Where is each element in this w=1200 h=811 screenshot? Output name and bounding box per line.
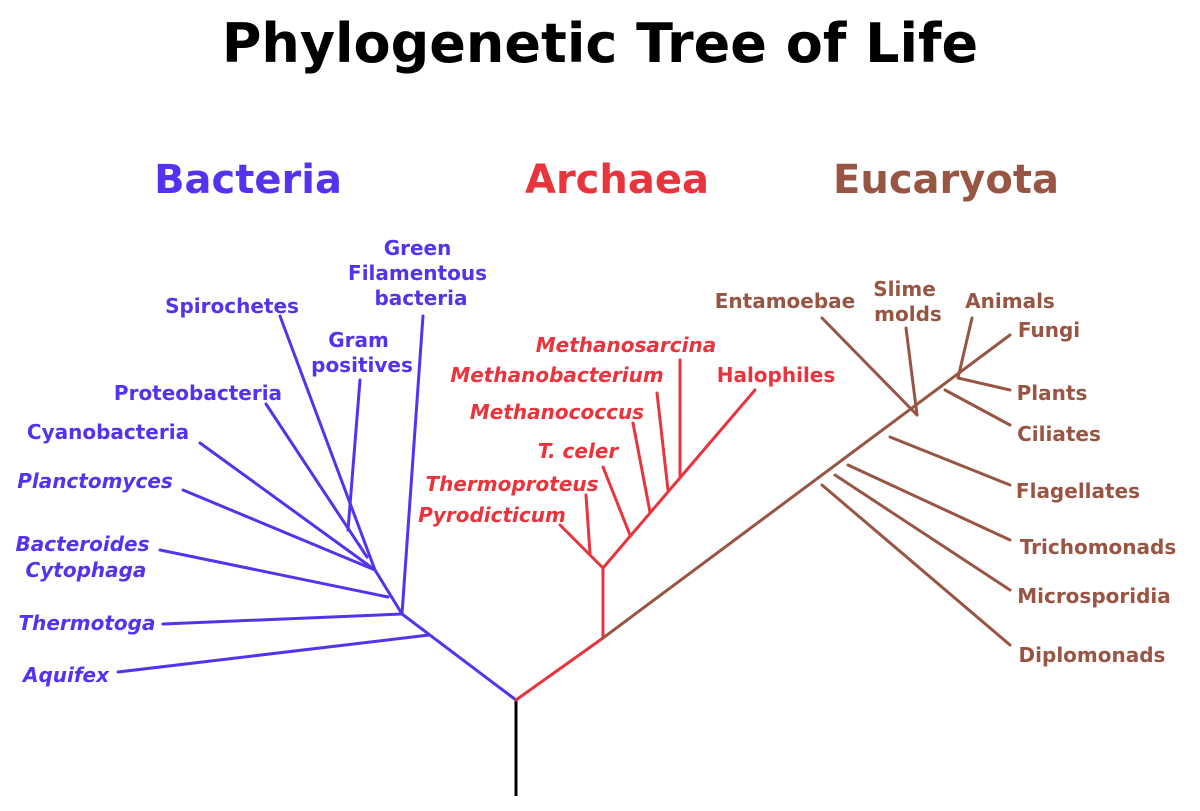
label-trichomonads: Trichomonads bbox=[1020, 535, 1177, 559]
branch-t-celer bbox=[601, 465, 632, 537]
branch-flagellates bbox=[888, 435, 1012, 487]
label-green-filamentous-line2: Filamentous bbox=[348, 261, 487, 285]
label-slime-molds-line1: Slime bbox=[873, 277, 936, 301]
label-planctomyces: Planctomyces bbox=[17, 469, 173, 493]
label-cytophaga: Cytophaga bbox=[26, 558, 147, 582]
branch-ciliates bbox=[943, 388, 1012, 427]
eucaryota-labels: Entamoebae Slime molds Animals Fungi Pla… bbox=[715, 277, 1177, 667]
branch-entamoebae bbox=[820, 316, 919, 417]
label-diplomonads: Diplomonads bbox=[1019, 643, 1166, 667]
label-cyanobacteria: Cyanobacteria bbox=[27, 420, 189, 444]
branch-bacteria-inner bbox=[373, 568, 404, 616]
branch-spirochetes bbox=[278, 314, 377, 572]
branch-eucaryota-trunk bbox=[601, 333, 1012, 640]
label-fungi: Fungi bbox=[1018, 318, 1080, 342]
domain-label-bacteria: Bacteria bbox=[154, 157, 342, 203]
label-t-celer: T. celer bbox=[538, 439, 620, 463]
branch-archaea-main bbox=[601, 388, 757, 570]
label-gram-positives-line1: Gram bbox=[328, 328, 389, 352]
branch-methanococcus bbox=[631, 421, 652, 514]
branch-gram-positives bbox=[346, 378, 362, 532]
label-methanococcus: Methanococcus bbox=[470, 400, 644, 424]
domain-label-archaea: Archaea bbox=[525, 157, 709, 203]
label-plants: Plants bbox=[1017, 381, 1088, 405]
page-title: Phylogenetic Tree of Life bbox=[222, 12, 978, 75]
archaea-branches bbox=[514, 358, 757, 702]
branch-plants bbox=[956, 376, 1012, 392]
label-green-filamentous-line1: Green bbox=[384, 236, 452, 260]
branch-diplomonads bbox=[820, 483, 1012, 647]
label-bacteroides: Bacteroides bbox=[16, 532, 150, 556]
label-pyrodicticum: Pyrodicticum bbox=[418, 503, 566, 527]
label-gram-positives: Gram positives bbox=[311, 328, 413, 377]
branch-archaea-root bbox=[514, 636, 605, 702]
label-entamoebae: Entamoebae bbox=[715, 289, 855, 313]
branch-microsporidia bbox=[833, 473, 1012, 592]
branch-methanobacterium bbox=[655, 391, 670, 492]
label-halophiles: Halophiles bbox=[717, 363, 836, 387]
label-aquifex: Aquifex bbox=[21, 663, 110, 687]
label-green-filamentous: Green Filamentous bacteria bbox=[348, 236, 494, 310]
branch-animals bbox=[956, 316, 974, 380]
branch-proteobacteria bbox=[264, 402, 369, 559]
bacteria-branches bbox=[116, 314, 518, 702]
branch-green-filamentous bbox=[400, 314, 425, 616]
branch-thermoproteus bbox=[584, 493, 592, 555]
branch-slime-molds bbox=[904, 326, 919, 417]
label-methanosarcina: Methanosarcina bbox=[536, 333, 716, 357]
branch-aquifex bbox=[116, 633, 431, 674]
archaea-labels: Methanosarcina Methanobacterium Halophil… bbox=[418, 333, 835, 527]
eucaryota-branches bbox=[601, 316, 1012, 647]
label-green-filamentous-line3: bacteria bbox=[374, 286, 467, 310]
label-microsporidia: Microsporidia bbox=[1017, 584, 1171, 608]
label-gram-positives-line2: positives bbox=[311, 353, 413, 377]
branch-trichomonads bbox=[846, 463, 1012, 542]
branch-planctomyces bbox=[181, 488, 377, 572]
label-proteobacteria: Proteobacteria bbox=[114, 381, 282, 405]
label-bacteroides-cytophaga: Bacteroides Cytophaga bbox=[16, 532, 157, 582]
label-flagellates: Flagellates bbox=[1016, 479, 1140, 503]
label-spirochetes: Spirochetes bbox=[165, 294, 299, 318]
domain-label-eucaryota: Eucaryota bbox=[833, 157, 1059, 203]
branch-bacteria-trunk bbox=[400, 612, 518, 702]
label-slime-molds-line2: molds bbox=[874, 302, 942, 326]
branch-cyanobacteria bbox=[198, 441, 377, 572]
label-thermotoga: Thermotoga bbox=[18, 611, 155, 635]
label-animals: Animals bbox=[965, 289, 1055, 313]
branch-pyrodicticum bbox=[558, 523, 605, 570]
label-ciliates: Ciliates bbox=[1017, 422, 1101, 446]
label-thermoproteus: Thermoproteus bbox=[425, 472, 598, 496]
label-methanobacterium: Methanobacterium bbox=[450, 363, 663, 387]
branch-bacteroides bbox=[158, 548, 390, 599]
label-slime-molds: Slime molds bbox=[873, 277, 943, 326]
bacteria-labels: Green Filamentous bacteria Spirochetes G… bbox=[16, 236, 494, 687]
branch-thermotoga bbox=[161, 612, 404, 626]
